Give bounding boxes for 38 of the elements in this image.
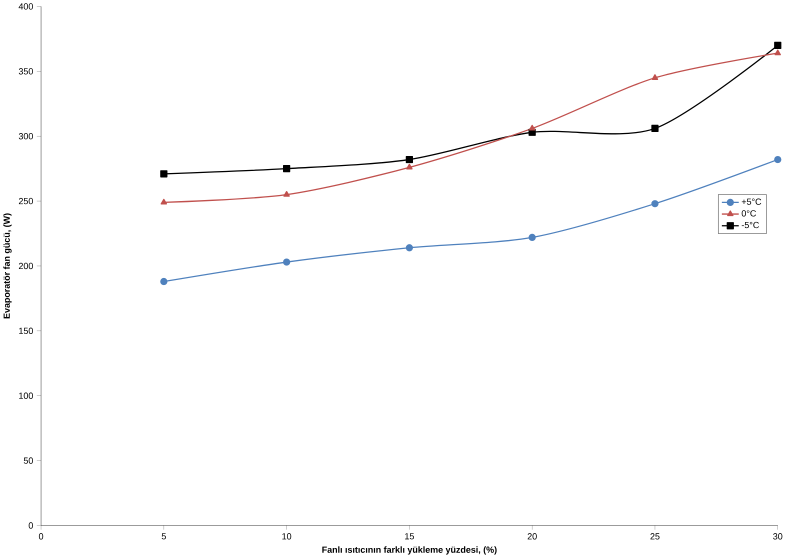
y-tick-label: 400 [18, 3, 33, 10]
point [774, 50, 781, 56]
point [651, 124, 659, 132]
x-tick-label: 0 [38, 533, 44, 540]
y-tick-label: 250 [18, 198, 33, 204]
point [283, 191, 290, 197]
legend-label: -5°C [742, 222, 759, 228]
x-tick-label: 5 [162, 533, 166, 540]
point [528, 124, 536, 131]
x-tick-label: 30 [773, 533, 782, 540]
point [406, 244, 414, 252]
point [774, 42, 782, 50]
y-tick-label: 200 [18, 262, 33, 270]
point [160, 170, 168, 178]
legend-label: 0°C [742, 210, 756, 217]
y-tick-label: 350 [18, 68, 33, 75]
point [406, 164, 413, 170]
point [160, 278, 168, 286]
y-tick-label: 100 [19, 392, 33, 399]
x-tick-label: 25 [650, 533, 660, 540]
point [774, 156, 782, 164]
y-axis-title: Evaporatör fan gücü, (W) [3, 213, 12, 318]
y-tick-label: 50 [24, 457, 33, 464]
point [160, 198, 168, 205]
point [283, 165, 290, 172]
point [406, 156, 414, 164]
x-axis-title: Fanlı ısıtıcının farklı yükleme yüzdesi, (%) [322, 546, 497, 555]
x-tick-label: 15 [405, 533, 414, 540]
y-tick-label: 0 [28, 522, 33, 529]
y-tick-label: 300 [18, 133, 33, 140]
x-tick-label: 20 [528, 533, 537, 540]
legend-label: +5°C [742, 198, 762, 205]
point [651, 200, 659, 208]
point [528, 234, 536, 242]
point [652, 74, 658, 80]
point [283, 258, 290, 266]
x-tick-label: 10 [282, 533, 292, 540]
y-tick-label: 150 [19, 328, 33, 334]
